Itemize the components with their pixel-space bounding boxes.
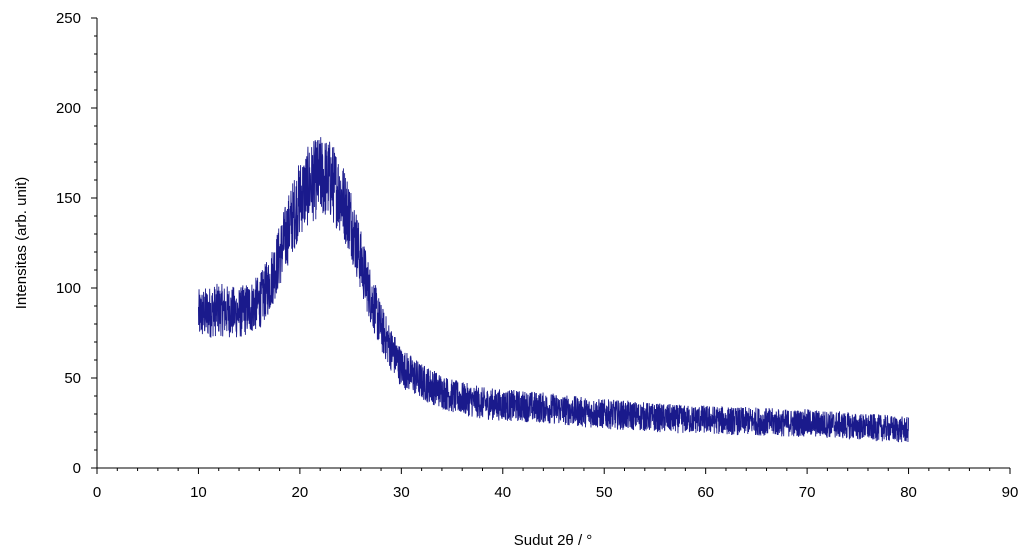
y-tick-label: 150: [56, 190, 81, 207]
series-line: [197, 137, 910, 443]
x-tick-label: 20: [292, 484, 309, 501]
y-tick-label: 100: [56, 280, 81, 297]
x-tick-label: 30: [393, 484, 410, 501]
plot-area: [96, 18, 1010, 469]
x-tick-label: 10: [190, 484, 207, 501]
y-tick-label: 250: [56, 10, 81, 27]
x-tick-label: 40: [494, 484, 511, 501]
series-layer: [197, 137, 910, 443]
y-tick-label: 0: [73, 460, 81, 477]
axis-ticks: 0 10 20 30 40 50 60 70 80 90 0 50 100 150 200 250: [56, 10, 1018, 501]
x-tick-label: 0: [93, 484, 101, 501]
y-tick-label: 50: [64, 370, 81, 387]
x-tick-label: 90: [1002, 484, 1019, 501]
y-tick-label: 200: [56, 100, 81, 117]
x-tick-label: 50: [596, 484, 613, 501]
y-axis-title: Intensitas (arb. unit): [13, 177, 30, 310]
x-tick-label: 60: [697, 484, 714, 501]
x-tick-label: 70: [799, 484, 816, 501]
x-axis-title: Sudut 2θ / °: [514, 532, 593, 549]
x-tick-label: 80: [900, 484, 917, 501]
